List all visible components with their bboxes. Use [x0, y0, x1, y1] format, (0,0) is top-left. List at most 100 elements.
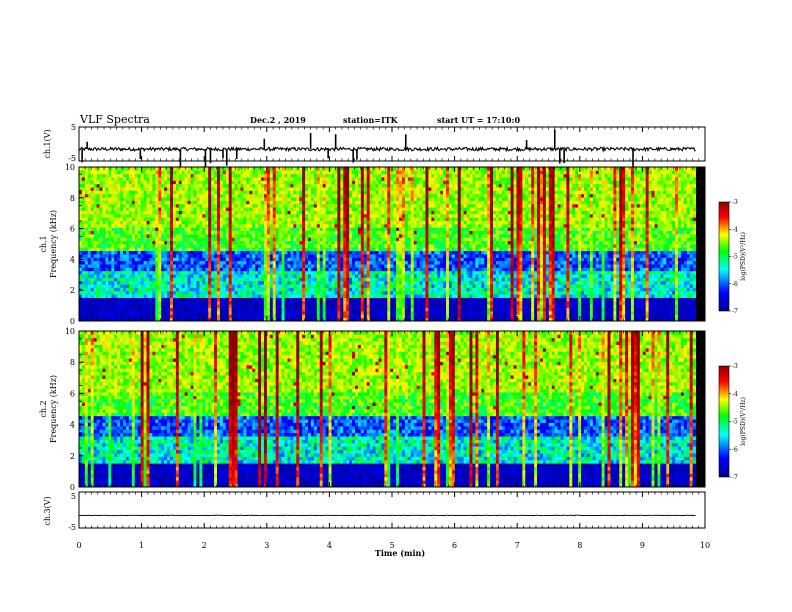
spectrogram-cell	[202, 187, 205, 191]
spectrogram-cell	[238, 257, 241, 261]
spectrogram-cell	[355, 197, 358, 201]
spectrogram-cell	[381, 167, 384, 171]
spectrogram-cell	[317, 221, 320, 225]
spectrogram-cell	[323, 298, 326, 302]
spectrogram-cell	[114, 281, 117, 285]
spectrogram-cell	[323, 177, 326, 181]
spectrogram-cell	[270, 174, 273, 178]
spectrogram-cell	[367, 180, 370, 184]
spectrogram-cell	[117, 234, 120, 238]
spectrogram-cell	[379, 200, 382, 204]
spectrogram-cell	[149, 227, 152, 231]
spectrogram-cell	[296, 304, 299, 308]
spectrogram-cell	[361, 234, 364, 238]
spectrogram-cell	[358, 180, 361, 184]
spectrogram-cell	[129, 187, 132, 191]
spectrogram-cell	[270, 244, 273, 248]
spectrogram-cell	[214, 277, 217, 281]
spectrogram-cell	[329, 301, 332, 305]
spectrogram-cell	[176, 281, 179, 285]
spectrogram-cell	[102, 241, 105, 245]
spectrogram-cell	[249, 257, 252, 261]
spectrogram-cell	[223, 241, 226, 245]
spectrogram-cell	[226, 264, 229, 268]
spectrogram-cell	[158, 277, 161, 281]
spectrogram-cell	[361, 180, 364, 184]
spectrogram-cell	[249, 170, 252, 174]
spectrogram-cell	[202, 281, 205, 285]
spectrogram-cell	[199, 254, 202, 258]
spectrogram-cell	[326, 204, 329, 208]
spectrogram-cell	[155, 187, 158, 191]
spectrogram-cell	[226, 284, 229, 288]
spectrogram-cell	[367, 298, 370, 302]
spectrogram-cell	[314, 237, 317, 241]
spectrogram-cell	[205, 284, 208, 288]
spectrogram-cell	[296, 170, 299, 174]
spectrogram-cell	[334, 254, 337, 258]
spectrogram-cell	[320, 261, 323, 265]
spectrogram-cell	[135, 294, 138, 298]
spectrogram-cell	[235, 298, 238, 302]
spectrogram-cell	[208, 190, 211, 194]
spectrogram-cell	[220, 204, 223, 208]
spectrogram-cell	[387, 304, 390, 308]
spectrogram-cell	[158, 221, 161, 225]
spectrogram-cell	[120, 264, 123, 268]
spectrogram-cell	[264, 274, 267, 278]
spectrogram-cell	[223, 311, 226, 315]
spectrogram-cell	[290, 277, 293, 281]
spectrogram-cell	[320, 301, 323, 305]
spectrogram-cell	[320, 177, 323, 181]
spectrogram-cell	[282, 227, 285, 231]
spectrogram-cell	[196, 271, 199, 275]
spectrogram-cell	[179, 174, 182, 178]
spectrogram-cell	[120, 257, 123, 261]
spectrogram-cell	[214, 301, 217, 305]
spectrogram-cell	[364, 227, 367, 231]
spectrogram-cell	[194, 234, 197, 238]
spectrogram-cell	[326, 234, 329, 238]
spectrogram-cell	[255, 174, 258, 178]
spectrogram-cell	[94, 214, 97, 218]
spectrogram-cell	[364, 200, 367, 204]
spectrogram-cell	[285, 217, 288, 221]
spectrogram-cell	[182, 294, 185, 298]
spectrogram-cell	[326, 284, 329, 288]
spectrogram-cell	[340, 221, 343, 225]
spectrogram-cell	[282, 251, 285, 255]
spectrogram-cell	[255, 197, 258, 201]
spectrogram-cell	[114, 261, 117, 265]
spectrogram-cell	[329, 308, 332, 312]
spectrogram-cell	[191, 224, 194, 228]
spectrogram-cell	[367, 277, 370, 281]
spectrogram-cell	[170, 254, 173, 258]
spectrogram-cell	[320, 184, 323, 188]
spectrogram-cell	[211, 221, 214, 225]
spectrogram-cell	[217, 314, 220, 318]
spectrogram-cell	[305, 211, 308, 215]
spectrogram-cell	[173, 180, 176, 184]
spectrogram-cell	[346, 247, 349, 251]
spectrogram-cell	[311, 264, 314, 268]
spectrogram-cell	[138, 200, 141, 204]
spectrogram-cell	[276, 174, 279, 178]
spectrogram-cell	[364, 244, 367, 248]
spectrogram-cell	[332, 247, 335, 251]
spectrogram-cell	[246, 217, 249, 221]
spectrogram-cell	[108, 197, 111, 201]
spectrogram-cell	[132, 241, 135, 245]
spectrogram-cell	[317, 271, 320, 275]
spectrogram-cell	[334, 294, 337, 298]
spectrogram-cell	[147, 244, 150, 248]
spectrogram-cell	[270, 224, 273, 228]
spectrogram-cell	[352, 257, 355, 261]
spectrogram-cell	[149, 231, 152, 235]
spectrogram-cell	[100, 217, 103, 221]
spectrogram-cell	[314, 308, 317, 312]
spectrogram-cell	[261, 271, 264, 275]
spectrogram-cell	[361, 214, 364, 218]
spectrogram-cell	[167, 174, 170, 178]
spectrogram-cell	[167, 177, 170, 181]
spectrogram-cell	[117, 167, 120, 171]
